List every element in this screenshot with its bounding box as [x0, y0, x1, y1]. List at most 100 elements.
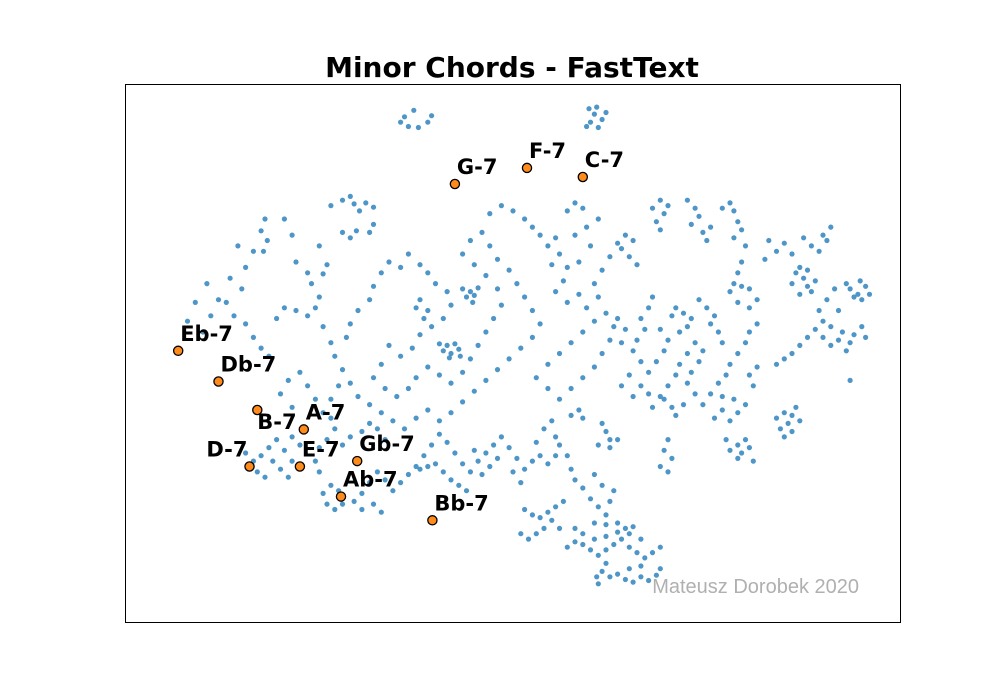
- data-point: [370, 375, 377, 381]
- data-point: [471, 388, 477, 394]
- data-point: [312, 305, 318, 311]
- data-point: [370, 221, 377, 227]
- data-point: [615, 437, 621, 443]
- data-point: [487, 463, 493, 470]
- data-point: [708, 391, 714, 397]
- data-point: [665, 203, 671, 209]
- data-point: [274, 437, 280, 443]
- data-point: [595, 442, 601, 448]
- highlight-point: [577, 171, 589, 183]
- data-point: [320, 490, 326, 496]
- data-point: [460, 369, 466, 375]
- data-point: [266, 445, 272, 451]
- data-point: [440, 315, 446, 322]
- data-point: [390, 418, 396, 424]
- data-point: [533, 375, 539, 381]
- data-point: [370, 204, 377, 210]
- data-point: [367, 402, 373, 408]
- data-point: [444, 342, 450, 348]
- data-point: [820, 334, 826, 340]
- data-point: [646, 305, 652, 311]
- data-point: [801, 275, 807, 281]
- data-point: [560, 278, 567, 284]
- data-point: [537, 453, 543, 459]
- data-point: [731, 281, 737, 287]
- data-point: [398, 264, 404, 270]
- data-point: [243, 321, 249, 327]
- data-point: [615, 571, 621, 577]
- data-point: [727, 200, 733, 206]
- data-point: [816, 248, 822, 254]
- data-point: [405, 123, 411, 130]
- data-point: [467, 237, 473, 244]
- data-point: [533, 531, 539, 537]
- data-point: [754, 364, 760, 370]
- data-point: [483, 377, 489, 383]
- data-point: [262, 474, 268, 480]
- data-point: [545, 509, 551, 515]
- data-point: [700, 229, 706, 235]
- data-point: [448, 380, 454, 386]
- highlight-label: E-7: [302, 438, 340, 462]
- data-point: [440, 348, 446, 354]
- data-point: [355, 393, 361, 400]
- data-point: [618, 383, 625, 389]
- data-point: [696, 297, 702, 303]
- data-point: [696, 213, 702, 219]
- data-point: [545, 243, 551, 249]
- data-point: [425, 463, 431, 470]
- data-point: [184, 318, 191, 324]
- data-point: [405, 385, 411, 392]
- data-point: [467, 469, 473, 475]
- highlight-layer: G-7 F-7 C-7 Eb-7 Db-7 B-7 A-7 D-7 E-7 Gb-7 Ab-7 Bb-…: [172, 139, 624, 526]
- highlight-point: [427, 515, 438, 526]
- data-point: [320, 410, 326, 416]
- chart-title: Minor Chords - FastText: [325, 51, 699, 84]
- data-point: [692, 205, 698, 211]
- data-point: [797, 291, 803, 297]
- data-point: [692, 391, 698, 397]
- data-point: [483, 329, 489, 335]
- data-point: [339, 442, 346, 448]
- data-point: [355, 307, 361, 314]
- data-point: [661, 447, 667, 453]
- watermark: Mateusz Dorobek 2020: [652, 576, 859, 598]
- data-point: [487, 243, 493, 249]
- data-point: [568, 340, 574, 346]
- data-point: [711, 313, 718, 319]
- data-point: [735, 299, 741, 305]
- data-point: [859, 324, 865, 330]
- data-point: [727, 361, 733, 367]
- data-point: [622, 232, 629, 238]
- data-point: [200, 329, 206, 335]
- data-point: [374, 426, 380, 432]
- data-point: [378, 509, 384, 515]
- data-point: [626, 544, 632, 550]
- data-point: [460, 461, 466, 467]
- data-point: [398, 119, 404, 125]
- data-point: [649, 550, 656, 556]
- data-point: [599, 267, 605, 273]
- data-point: [328, 482, 334, 488]
- data-point: [816, 307, 822, 314]
- data-point: [615, 240, 621, 246]
- highlight-point: [244, 461, 255, 472]
- data-point: [347, 321, 353, 327]
- highlight-point: [213, 376, 224, 387]
- highlight-point: [335, 491, 347, 502]
- data-point: [653, 572, 660, 578]
- data-point: [456, 346, 462, 352]
- data-point: [828, 224, 834, 230]
- data-point: [564, 544, 570, 550]
- data-point: [312, 396, 318, 402]
- data-point: [580, 329, 586, 335]
- data-point: [479, 229, 485, 235]
- data-point: [417, 466, 423, 472]
- data-point: [522, 506, 528, 513]
- data-point: [739, 259, 745, 265]
- data-point: [405, 471, 411, 478]
- data-point: [545, 385, 551, 392]
- data-point: [556, 251, 563, 257]
- data-point: [719, 407, 725, 413]
- data-point: [587, 243, 594, 249]
